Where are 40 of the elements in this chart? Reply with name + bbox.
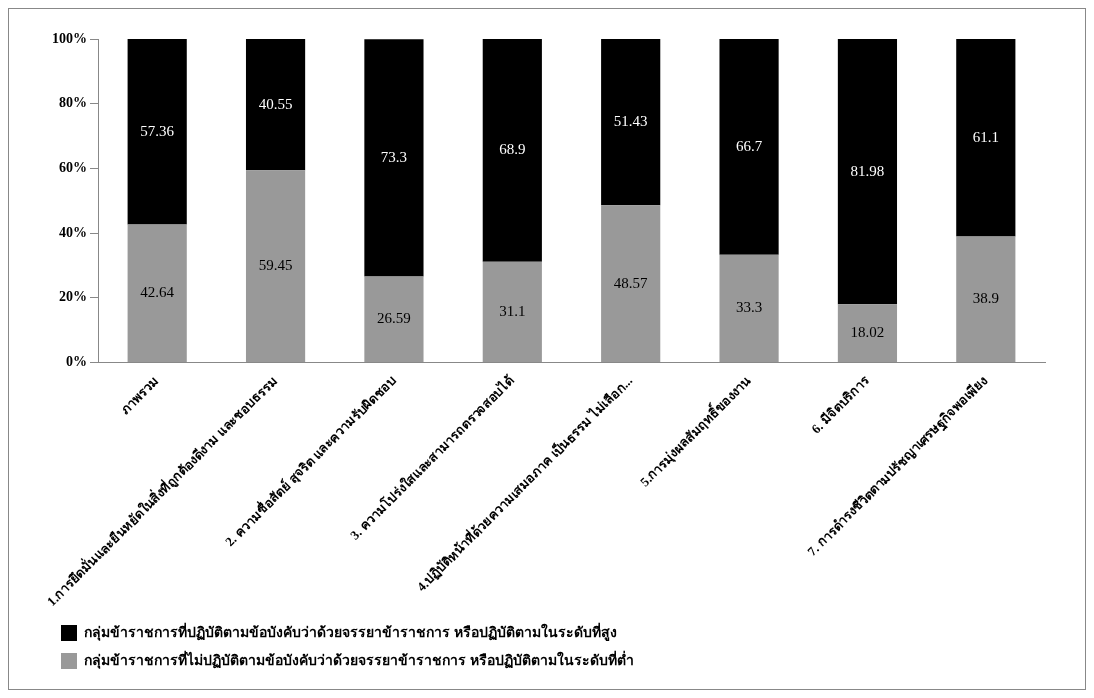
- bar: [956, 39, 1016, 237]
- data-label: 18.02: [850, 323, 885, 340]
- data-label: 42.64: [140, 284, 175, 301]
- bar: [127, 224, 187, 362]
- data-label: 38.9: [972, 290, 999, 307]
- data-label: 66.7: [735, 137, 763, 154]
- bar: [837, 39, 898, 305]
- data-label: 57.36: [140, 122, 175, 139]
- bar: [364, 39, 424, 277]
- data-label: 61.1: [972, 128, 999, 145]
- data-label: 81.98: [850, 162, 885, 179]
- bar: [956, 236, 1016, 362]
- bar: [837, 304, 898, 362]
- bar: [364, 276, 424, 362]
- bar: [601, 39, 661, 206]
- bar: [245, 170, 306, 362]
- data-label: 40.55: [258, 95, 293, 112]
- y-tick-label: 40%: [59, 224, 87, 240]
- bar: [482, 261, 542, 362]
- bar: [245, 39, 306, 171]
- y-tick-label: 80%: [59, 95, 87, 111]
- bar: [601, 205, 661, 362]
- legend-label: กลุ่มข้าราชการที่ปฏิบัติตามข้อบังคับว่าด้วยจรรยาข้าราชการ หรือปฏิบัติตามในระดับที่สูง: [84, 621, 617, 641]
- data-label: 68.9: [499, 141, 526, 158]
- y-tick-label: 0%: [66, 354, 87, 370]
- data-label: 31.1: [499, 302, 526, 319]
- bar: [719, 254, 779, 362]
- data-label: 48.57: [613, 274, 649, 291]
- y-tick-label: 60%: [59, 159, 87, 175]
- data-label: 59.45: [258, 256, 293, 273]
- data-label: 33.3: [735, 299, 763, 316]
- bar: [719, 39, 779, 255]
- bar: [127, 39, 187, 225]
- y-tick-label: 20%: [59, 289, 87, 305]
- data-label: 73.3: [380, 148, 408, 165]
- data-label: 26.59: [377, 310, 411, 327]
- legend-label: กลุ่มข้าราชการที่ไม่ปฏิบัติตามข้อบังคับว่าด้วยจรรยาข้าราชการ หรือปฏิบัติตามในระดับที่ต่ำ: [84, 649, 634, 669]
- y-tick-label: 100%: [52, 30, 87, 46]
- bar: [482, 39, 542, 262]
- data-label: 51.43: [613, 113, 648, 130]
